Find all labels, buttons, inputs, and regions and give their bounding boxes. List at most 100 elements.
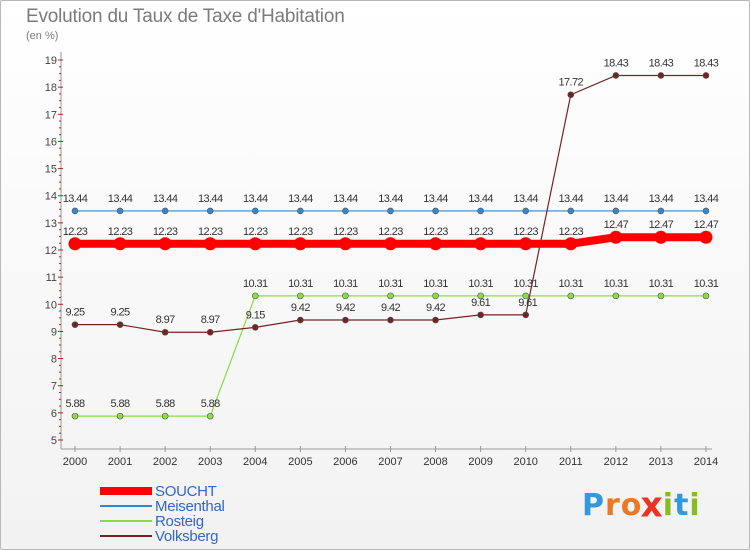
data-point-soucht [113,237,127,251]
data-point-volksberg [297,316,304,324]
data-label-rosteig: 10.31 [694,278,719,290]
data-point-meisenthal [567,207,575,215]
legend-item-rosteig: Rosteig [100,513,360,530]
data-label-rosteig: 10.31 [604,278,629,290]
data-label-soucht: 12.23 [63,226,88,238]
data-point-meisenthal [432,207,439,215]
data-label-soucht: 12.47 [604,219,629,231]
data-point-rosteig [612,292,620,300]
data-label-soucht: 12.23 [378,226,403,238]
data-point-rosteig [477,292,484,300]
x-tick-label: 2005 [288,456,312,468]
data-point-volksberg [116,321,124,328]
data-label-rosteig: 10.31 [649,278,674,290]
data-point-rosteig [387,292,394,300]
proxiti-logo: Proxiti [582,485,701,525]
data-point-rosteig [567,292,575,300]
data-point-soucht [293,237,307,251]
legend-item-soucht: SOUCHT [100,483,360,500]
data-point-rosteig [251,292,259,300]
data-label-meisenthal: 13.44 [63,193,88,205]
data-label-rosteig: 10.31 [423,278,448,290]
legend-item-volksberg: Volksberg [100,528,360,545]
x-tick-label: 2003 [198,456,222,468]
data-point-meisenthal [116,207,124,215]
data-point-soucht [429,237,443,251]
data-label-soucht: 12.23 [243,226,268,238]
legend-swatch [100,505,152,507]
data-label-meisenthal: 13.44 [243,193,268,205]
x-tick-label: 2004 [243,456,267,468]
data-point-volksberg [251,324,259,331]
data-point-meisenthal [522,207,530,215]
chart-title: Evolution du Taux de Taxe d'Habitation [26,6,345,27]
legend: SOUCHT Meisenthal Rosteig Volksberg [100,483,360,545]
y-tick-label: 14 [45,191,57,203]
x-tick-label: 2000 [63,456,87,468]
data-point-meisenthal [161,207,169,215]
chart-subtitle: (en %) [26,30,59,42]
data-label-volksberg: 9.61 [518,297,537,309]
data-label-rosteig: 10.31 [288,278,313,290]
x-tick-label: 2006 [333,456,357,468]
y-tick-label: 10 [45,299,57,311]
data-point-volksberg [387,316,394,324]
data-label-soucht: 12.23 [468,226,493,238]
data-point-volksberg [432,316,439,324]
data-label-soucht: 12.23 [423,226,448,238]
data-point-meisenthal [71,207,79,215]
x-tick-label: 2014 [694,456,718,468]
data-label-volksberg: 9.42 [291,302,310,314]
data-label-soucht: 12.47 [694,219,719,231]
data-label-meisenthal: 13.44 [694,193,719,205]
data-point-volksberg [657,72,665,79]
data-point-soucht [654,230,668,244]
data-label-meisenthal: 13.44 [423,193,448,205]
data-label-rosteig: 10.31 [378,278,403,290]
data-point-volksberg [206,328,214,336]
data-label-rosteig: 10.31 [333,278,358,290]
y-tick-label: 7 [51,381,57,393]
data-label-volksberg: 8.97 [156,314,175,326]
data-point-rosteig [702,292,710,300]
data-point-meisenthal [387,207,394,215]
x-tick-label: 2001 [108,456,132,468]
data-point-soucht [248,237,262,251]
data-label-volksberg: 9.25 [65,307,84,319]
y-tick-label: 17 [45,109,57,121]
data-point-rosteig [522,292,530,300]
data-label-volksberg: 18.43 [604,57,629,69]
data-point-volksberg [522,311,530,319]
data-point-soucht [699,230,713,244]
x-tick-label: 2002 [153,456,177,468]
logo-letter: P [582,488,605,523]
logo-letter: o [620,488,643,523]
data-point-meisenthal [342,207,349,215]
logo-letter: i [689,488,701,523]
data-point-rosteig [206,412,214,420]
legend-swatch [100,520,152,522]
data-point-soucht [338,237,352,251]
data-point-meisenthal [702,207,710,215]
x-tick-label: 2011 [559,456,583,468]
data-point-soucht [158,237,172,251]
data-point-volksberg [161,328,169,336]
data-point-soucht [203,237,217,251]
data-label-meisenthal: 13.44 [468,193,493,205]
data-label-soucht: 12.23 [559,226,584,238]
y-tick-label: 11 [46,272,57,284]
data-point-soucht [383,237,397,251]
data-point-rosteig [342,292,349,300]
data-point-meisenthal [297,207,304,215]
data-point-volksberg [612,72,620,79]
data-point-volksberg [477,311,484,319]
data-point-soucht [474,237,488,251]
y-tick-label: 8 [51,354,57,366]
y-tick-label: 6 [51,408,57,420]
data-label-soucht: 12.23 [153,226,178,238]
data-point-soucht [68,237,82,251]
x-tick-label: 2007 [378,456,402,468]
y-tick-label: 12 [45,245,57,257]
data-label-meisenthal: 13.44 [649,193,674,205]
